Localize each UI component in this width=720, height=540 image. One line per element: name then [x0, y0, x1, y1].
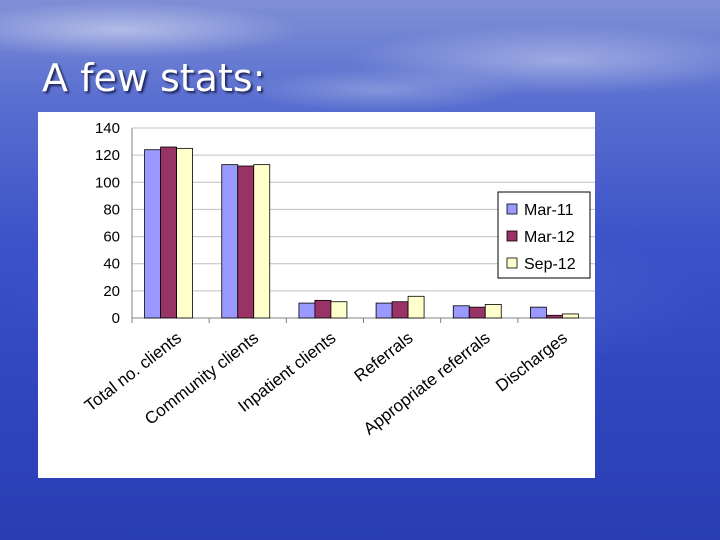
legend-label: Mar-12 — [524, 229, 575, 246]
y-tick-label: 140 — [95, 120, 120, 137]
bar-sep-12 — [407, 295, 425, 319]
bar-mar-11 — [298, 302, 316, 319]
bar-mar-11 — [221, 164, 239, 319]
bar-sep-12 — [176, 147, 193, 319]
bar-sep-12 — [484, 304, 502, 319]
bar-mar-11 — [452, 305, 470, 319]
bar-mar-11 — [144, 149, 161, 319]
legend-label: Mar-11 — [524, 202, 574, 219]
bar-sep-12 — [253, 164, 271, 319]
y-tick-label: 40 — [103, 256, 120, 273]
legend-swatch-mar-12 — [506, 230, 518, 242]
y-tick-label: 100 — [95, 174, 120, 191]
bar-mar-11 — [375, 302, 393, 319]
chart-panel: 0 20 40 60 80 100 120 140 Total no. clients Commu… — [38, 112, 595, 478]
y-tick-label: 60 — [103, 229, 120, 246]
bar-mar-12 — [391, 301, 409, 319]
legend-swatch-sep-12 — [506, 257, 518, 269]
x-tick-label: Appropriate referrals — [360, 328, 494, 438]
x-tick-label: Referrals — [351, 328, 417, 385]
bar-mar-12 — [237, 165, 255, 319]
legend-label: Sep-12 — [524, 256, 576, 273]
bar-mar-11 — [530, 306, 547, 319]
bar-mar-12 — [468, 306, 486, 319]
bar-sep-12 — [330, 301, 348, 319]
y-tick-label: 20 — [103, 283, 120, 300]
bar-mar-12 — [160, 146, 177, 319]
legend-swatch-mar-11 — [506, 203, 518, 215]
y-tick-label: 0 — [112, 310, 120, 327]
y-tick-label: 80 — [103, 201, 120, 218]
bar-mar-12 — [314, 299, 332, 319]
bar-sep-12 — [562, 313, 579, 319]
x-tick-label: Discharges — [492, 328, 571, 395]
y-tick-label: 120 — [95, 147, 120, 164]
slide-title: A few stats: — [42, 56, 266, 100]
bar-mar-12 — [546, 314, 563, 319]
